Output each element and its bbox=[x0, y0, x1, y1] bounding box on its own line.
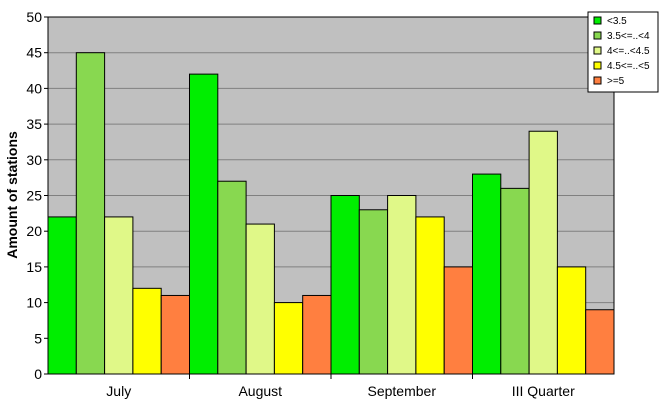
y-tick-label: 20 bbox=[26, 223, 42, 239]
bar bbox=[104, 216, 134, 375]
bar bbox=[585, 309, 615, 375]
bar bbox=[443, 266, 474, 375]
legend-swatch bbox=[593, 76, 602, 85]
bar bbox=[415, 216, 445, 375]
bar bbox=[47, 216, 77, 375]
legend-label: 4.5<=..<5 bbox=[607, 61, 650, 72]
x-tick-label: September bbox=[368, 383, 437, 399]
bar bbox=[387, 195, 417, 375]
legend: <3.5 3.5<=..<4 4<=..<4.5 4.5<=..<5 >=5 bbox=[587, 11, 659, 93]
bars bbox=[47, 16, 615, 375]
x-tick-label: III Quarter bbox=[512, 383, 575, 399]
y-axis-label: Amount of stations bbox=[4, 131, 20, 259]
bar bbox=[217, 180, 247, 375]
bar bbox=[500, 187, 530, 375]
bar bbox=[302, 294, 332, 375]
y-tick-label: 25 bbox=[26, 188, 42, 204]
y-tick-label: 5 bbox=[34, 330, 42, 346]
y-tick-label: 0 bbox=[34, 366, 42, 382]
bar bbox=[472, 173, 502, 375]
y-tick-label: 40 bbox=[26, 80, 42, 96]
legend-label: 3.5<=..<4 bbox=[607, 31, 650, 42]
bar bbox=[245, 223, 275, 375]
bar bbox=[273, 302, 304, 375]
bar bbox=[528, 130, 558, 375]
y-tick-label: 50 bbox=[26, 9, 42, 25]
y-tick-label: 15 bbox=[26, 259, 42, 275]
legend-swatch bbox=[593, 16, 602, 25]
y-tick-label: 35 bbox=[26, 116, 42, 132]
y-tick-label: 30 bbox=[26, 152, 42, 168]
y-axis: 0 5 10 15 20 25 30 35 40 45 50 bbox=[26, 9, 48, 382]
bar bbox=[75, 52, 106, 375]
bar bbox=[160, 294, 190, 375]
legend-label: >=5 bbox=[607, 76, 625, 87]
bar bbox=[556, 266, 587, 375]
bar bbox=[132, 287, 162, 375]
legend-swatch bbox=[593, 61, 602, 70]
legend-swatch bbox=[593, 31, 602, 40]
legend-label: <3.5 bbox=[607, 16, 627, 27]
y-tick-label: 45 bbox=[26, 45, 42, 61]
x-tick-label: August bbox=[238, 383, 282, 399]
x-tick-label: July bbox=[106, 383, 131, 399]
bar bbox=[189, 73, 219, 375]
bar bbox=[330, 195, 360, 375]
y-tick-label: 10 bbox=[26, 295, 42, 311]
bar bbox=[358, 209, 389, 375]
legend-label: 4<=..<4.5 bbox=[607, 46, 650, 57]
x-axis: July August September III Quarter bbox=[106, 374, 575, 399]
legend-swatch bbox=[593, 46, 602, 55]
